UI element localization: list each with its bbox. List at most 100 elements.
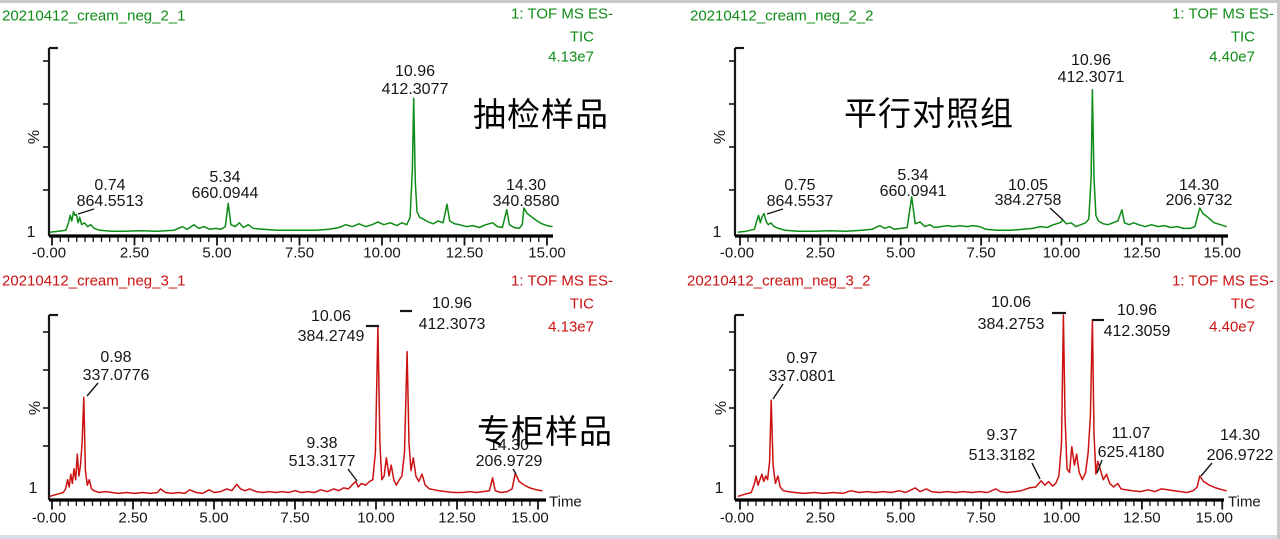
chromatogram-trace (737, 314, 1227, 497)
peak-label-mass: 384.2749 (297, 328, 365, 345)
peak-label-mass: 412.3071 (1057, 69, 1125, 86)
annotation-text-counter-sample: 专柜样品 (477, 413, 613, 450)
annotation-circle-peak-5-34 (186, 136, 262, 248)
peak-label-mass: 206.9732 (1165, 192, 1233, 209)
peak-label-time: 14.30 (1219, 427, 1261, 444)
peak-label-mass: 513.3182 (968, 447, 1036, 464)
x-tick-label: 10.00 (1042, 509, 1081, 527)
y-axis-percent-label: % (27, 400, 44, 416)
panel-title: 20210412_cream_neg_2_1 (2, 7, 186, 25)
peak-label-time: 14.30 (505, 177, 547, 194)
x-tick-label: 5.00 (886, 509, 916, 527)
y-axis-origin-label: 1 (714, 480, 724, 497)
x-tick-label: 5.00 (886, 244, 916, 262)
plot-line (86, 382, 99, 397)
peak-label-mass: 206.9722 (1206, 447, 1274, 464)
x-tick-label: 15.00 (528, 244, 566, 262)
x-tick-label: 12.50 (1123, 509, 1161, 527)
time-axis-label: Time (1228, 493, 1261, 511)
plot-line (1031, 462, 1041, 480)
plot-line (772, 383, 784, 400)
peak-label-time: 11.07 (1111, 425, 1151, 442)
peak-label-mass: 412.3077 (381, 81, 449, 98)
x-tick-label: 10.00 (363, 244, 401, 262)
x-tick-label: 2.50 (119, 244, 150, 262)
peak-label-time: 10.96 (1070, 52, 1112, 69)
plot-line (766, 208, 784, 215)
chromatogram-trace (49, 326, 543, 497)
instrument-tic-label: TIC (569, 28, 594, 46)
x-tick-label: 5.00 (199, 509, 229, 527)
peak-label-time: 0.97 (786, 350, 818, 367)
panel-title: 20210412_cream_neg_3_1 (2, 272, 186, 290)
peak-label-time: 10.05 (1007, 177, 1049, 194)
x-tick-label: 12.50 (1123, 244, 1161, 262)
annotation-text-sampled-sample: 抽检样品 (473, 96, 609, 133)
plot-line (1096, 459, 1103, 474)
x-tick-label: -0.00 (719, 509, 755, 527)
instrument-intensity-label: 4.40e7 (1209, 48, 1255, 66)
peak-label-time: 14.30 (1178, 177, 1220, 194)
x-tick-label: 7.50 (966, 509, 996, 527)
peak-label-time: 10.96 (394, 63, 436, 80)
peak-label-mass: 625.4180 (1097, 444, 1165, 461)
peak-label-time: 0.98 (100, 349, 132, 366)
x-tick-label: 7.50 (966, 244, 996, 262)
plot-line (77, 208, 95, 215)
x-tick-label: 10.00 (1042, 244, 1081, 262)
x-tick-label: 10.00 (357, 509, 395, 527)
bottom-edge-strip (0, 535, 1280, 539)
peak-label-mass: 384.2753 (977, 316, 1045, 333)
plot-line (512, 468, 517, 475)
plot-line (347, 468, 358, 482)
peak-label-mass: 412.3059 (1103, 323, 1171, 340)
instrument-mode-label: 1: TOF MS ES- (1172, 5, 1274, 23)
x-tick-label: 15.00 (1195, 509, 1234, 527)
peak-label-mass: 864.5537 (766, 193, 834, 210)
x-tick-label: 2.50 (118, 509, 148, 527)
peak-label-time: 9.37 (986, 427, 1018, 444)
x-tick-label: 2.50 (805, 509, 835, 527)
chromatogram-trace (49, 97, 553, 233)
annotation-text-parallel-control: 平行对照组 (844, 95, 1014, 132)
x-tick-label: 7.50 (280, 509, 310, 527)
plot-line (1200, 462, 1213, 477)
x-tick-label: 5.00 (202, 244, 232, 262)
peak-label-mass: 337.0776 (82, 367, 150, 384)
panel-title: 20210412_cream_neg_2_2 (690, 7, 874, 25)
y-axis-origin-label: 1 (712, 224, 722, 241)
plot-line (1049, 207, 1064, 221)
y-axis-percent-label: % (26, 129, 43, 145)
x-tick-label: 15.00 (511, 509, 549, 527)
y-axis-origin-label: 1 (28, 480, 38, 497)
x-tick-label: 7.50 (284, 244, 315, 262)
y-axis-percent-label: % (713, 400, 730, 416)
instrument-tic-label: TIC (1230, 28, 1255, 46)
peak-label-mass: 340.8580 (492, 193, 560, 210)
top-edge-strip (0, 0, 1280, 3)
instrument-mode-label: 1: TOF MS ES- (511, 5, 613, 23)
peak-label-time: 5.34 (209, 169, 241, 186)
peak-label-time: 0.75 (784, 177, 816, 194)
instrument-tic-label: TIC (569, 295, 594, 313)
instrument-intensity-label: 4.40e7 (1209, 318, 1255, 336)
peak-label-mass: 660.0941 (879, 183, 947, 200)
peak-label-mass: 660.0944 (191, 185, 259, 202)
peak-label-time: 10.96 (431, 295, 473, 312)
x-tick-label: -0.00 (719, 244, 755, 262)
peak-label-time: 10.06 (310, 308, 352, 325)
chromatogram-trace (737, 88, 1227, 233)
x-tick-label: 15.00 (1203, 244, 1242, 262)
instrument-tic-label: TIC (1230, 295, 1255, 313)
x-tick-label: 2.50 (805, 244, 835, 262)
instrument-mode-label: 1: TOF MS ES- (511, 272, 613, 290)
peak-label-time: 9.38 (306, 435, 338, 452)
x-tick-label: 12.50 (438, 509, 476, 527)
instrument-intensity-label: 4.13e7 (548, 318, 594, 336)
x-tick-label: -0.00 (31, 244, 67, 262)
instrument-mode-label: 1: TOF MS ES- (1172, 272, 1274, 290)
instrument-intensity-label: 4.13e7 (548, 48, 594, 66)
peak-label-time: 0.74 (94, 177, 126, 194)
